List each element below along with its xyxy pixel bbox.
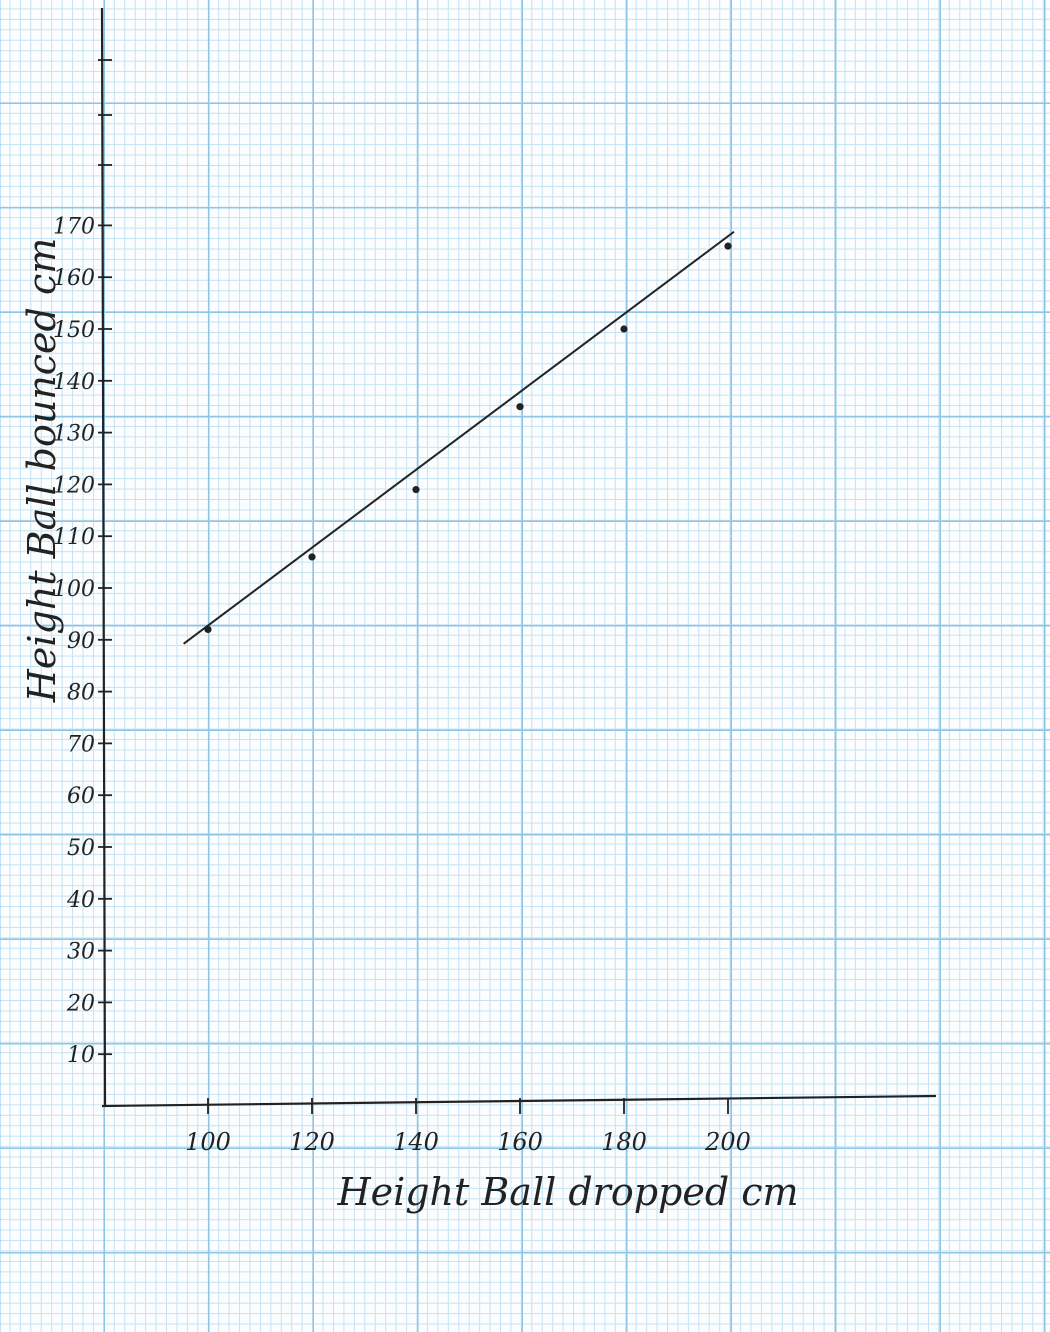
data-point-200 — [724, 242, 732, 250]
y-axis-line — [100, 7, 107, 1107]
y-ticks: 10 20 30 40 50 60 70 80 90 100 110 120 130 140 150 160 1… — [53, 214, 112, 1068]
x-ticks: 100 120 140 160 180 200 — [185, 1098, 751, 1156]
x-tick-label-120: 120 — [289, 1128, 335, 1156]
y-tick-label-140: 140 — [53, 370, 95, 395]
data-point-160 — [516, 403, 524, 411]
data-points — [204, 242, 732, 634]
x-tick-label-160: 160 — [497, 1128, 543, 1156]
y-tick-label-130: 130 — [53, 422, 95, 447]
x-tick-label-180: 180 — [601, 1128, 647, 1156]
data-point-180 — [620, 325, 628, 333]
y-tick-label-50: 50 — [67, 836, 95, 861]
data-point-120 — [308, 553, 316, 561]
data-point-140 — [412, 485, 420, 494]
x-tick-label-140: 140 — [393, 1128, 439, 1156]
y-tick-label-10: 10 — [67, 1043, 95, 1068]
y-tick-label-120: 120 — [53, 473, 95, 498]
y-tick-label-40: 40 — [66, 888, 95, 913]
y-tick-label-80: 80 — [67, 681, 95, 706]
y-axis-title: Height Ball bounced cm — [20, 238, 64, 704]
x-axis-line — [101, 1094, 937, 1108]
y-tick-label-110: 110 — [53, 525, 95, 550]
y-tick-label-70: 70 — [67, 732, 95, 757]
trendline-group — [183, 230, 735, 645]
y-tick-label-90: 90 — [67, 629, 95, 654]
y-tick-label-160: 160 — [53, 266, 95, 291]
trendline — [183, 230, 735, 645]
x-tick-label-100: 100 — [185, 1128, 231, 1156]
y-tick-label-100: 100 — [53, 577, 95, 602]
axes — [98, 7, 937, 1108]
y-tick-label-30: 30 — [67, 940, 95, 965]
x-axis-title: Height Ball dropped cm — [336, 1170, 798, 1214]
y-tick-label-150: 150 — [53, 318, 95, 343]
data-point-100 — [204, 625, 212, 634]
y-tick-label-20: 20 — [66, 991, 95, 1016]
y-tick-label-60: 60 — [67, 784, 95, 809]
y-tick-label-170: 170 — [53, 214, 95, 239]
x-tick-label-200: 200 — [704, 1128, 751, 1156]
